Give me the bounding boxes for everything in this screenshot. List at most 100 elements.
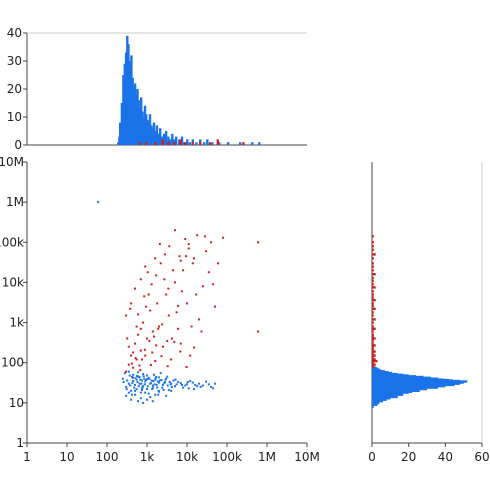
scatter-point (146, 337, 148, 340)
scatter-point (140, 382, 143, 385)
scatter-point (193, 257, 195, 260)
scatter-point (155, 344, 158, 347)
histogram-bar (148, 114, 152, 145)
scatter-point (139, 391, 142, 394)
scatter-point (174, 229, 176, 232)
scatter-point (146, 374, 148, 377)
scatter-point (167, 388, 170, 391)
scatter-point (181, 383, 183, 386)
histogram-bar (372, 276, 374, 280)
top-hist-y-tick-label: 20 (7, 82, 22, 96)
scatter-point (185, 255, 188, 258)
scatter-point (146, 388, 148, 391)
histogram-bar (122, 75, 125, 145)
scatter-point (143, 295, 146, 298)
histogram-bar (186, 139, 189, 145)
scatter-point (130, 398, 133, 401)
histogram-bar (211, 142, 214, 145)
scatter-point (131, 382, 134, 385)
top-hist-series-2 (138, 139, 245, 145)
scatter-point (151, 351, 154, 354)
right-hist-series-1 (372, 366, 468, 408)
scatter-point (173, 340, 176, 343)
right-hist-series-2 (372, 235, 378, 368)
histogram-bar (372, 397, 391, 400)
histogram-bar (372, 346, 374, 349)
histogram-bar (150, 125, 153, 145)
right-hist-x-tick-label: 60 (474, 450, 489, 464)
scatter-point (139, 278, 142, 281)
scatter-point (137, 333, 140, 336)
scatter-point (198, 318, 200, 321)
scatter-point (161, 386, 164, 389)
histogram-bar (372, 337, 376, 340)
scatter-point (156, 380, 159, 383)
histogram-bar (138, 142, 142, 145)
histogram-bar (161, 139, 164, 145)
histogram-bar (372, 290, 374, 293)
histogram-bar (372, 321, 374, 324)
scatter-point (127, 345, 130, 348)
histogram-bar (372, 283, 374, 286)
scatter-point (187, 387, 190, 390)
histogram-bar (227, 142, 230, 145)
histogram-bar (372, 348, 374, 351)
scatter-point (146, 385, 149, 388)
histogram-bar (157, 133, 160, 145)
scatter-point (186, 383, 188, 386)
histogram-bar (119, 122, 122, 145)
scatter-point (157, 389, 160, 392)
histogram-bar (372, 302, 374, 305)
histogram-bar (372, 342, 374, 345)
scatter-point (177, 327, 180, 330)
scatter-point (126, 337, 129, 340)
histogram-bar (372, 354, 376, 357)
scatter-point (125, 388, 128, 391)
histogram-bar (154, 131, 157, 145)
histogram-bar (372, 365, 374, 368)
scatter-point (163, 382, 166, 385)
top-hist-y-tick-label: 0 (14, 138, 22, 152)
scatter-point (168, 245, 171, 248)
scatter-point (143, 348, 146, 351)
histogram-bar (202, 142, 206, 145)
right-hist-x-tick-label: 20 (401, 450, 416, 464)
y-tick-label: 10k (2, 275, 24, 289)
scatter-point (182, 269, 185, 272)
scatter-point (210, 385, 213, 388)
scatter-point (154, 360, 157, 363)
scatter-point (135, 378, 138, 381)
top-hist-y-tick-label: 40 (7, 26, 22, 40)
histogram-bar (195, 142, 198, 145)
scatter-point (148, 377, 151, 380)
histogram-bar (372, 333, 374, 336)
scatter-point (135, 374, 138, 377)
histogram-bar (372, 344, 376, 347)
histogram-bar (372, 269, 374, 272)
histogram-bar (372, 401, 380, 405)
y-tick-label: 1M (6, 195, 24, 209)
scatter-point (137, 385, 140, 388)
scatter-point (141, 379, 143, 382)
scatter-point (212, 387, 215, 390)
scatter-point (217, 262, 220, 265)
scatter-point (196, 234, 199, 237)
scatter-point (181, 290, 183, 293)
histogram-bar (147, 122, 150, 145)
scatter-point (201, 384, 204, 387)
scatter-point (167, 287, 170, 290)
scatter-point (146, 378, 149, 381)
scatter-point (189, 354, 192, 357)
histogram-bar (206, 139, 209, 145)
histogram-bar (372, 253, 376, 256)
scatter-point (135, 358, 138, 361)
scatter-point (136, 381, 139, 383)
histogram-bar (145, 114, 148, 145)
scatter-point (138, 364, 141, 367)
histogram-bar (372, 235, 374, 238)
scatter-point (142, 373, 145, 376)
histogram-bar (162, 133, 166, 145)
scatter-point (139, 327, 142, 330)
scatter-point (130, 362, 133, 365)
histogram-bar (208, 142, 212, 145)
